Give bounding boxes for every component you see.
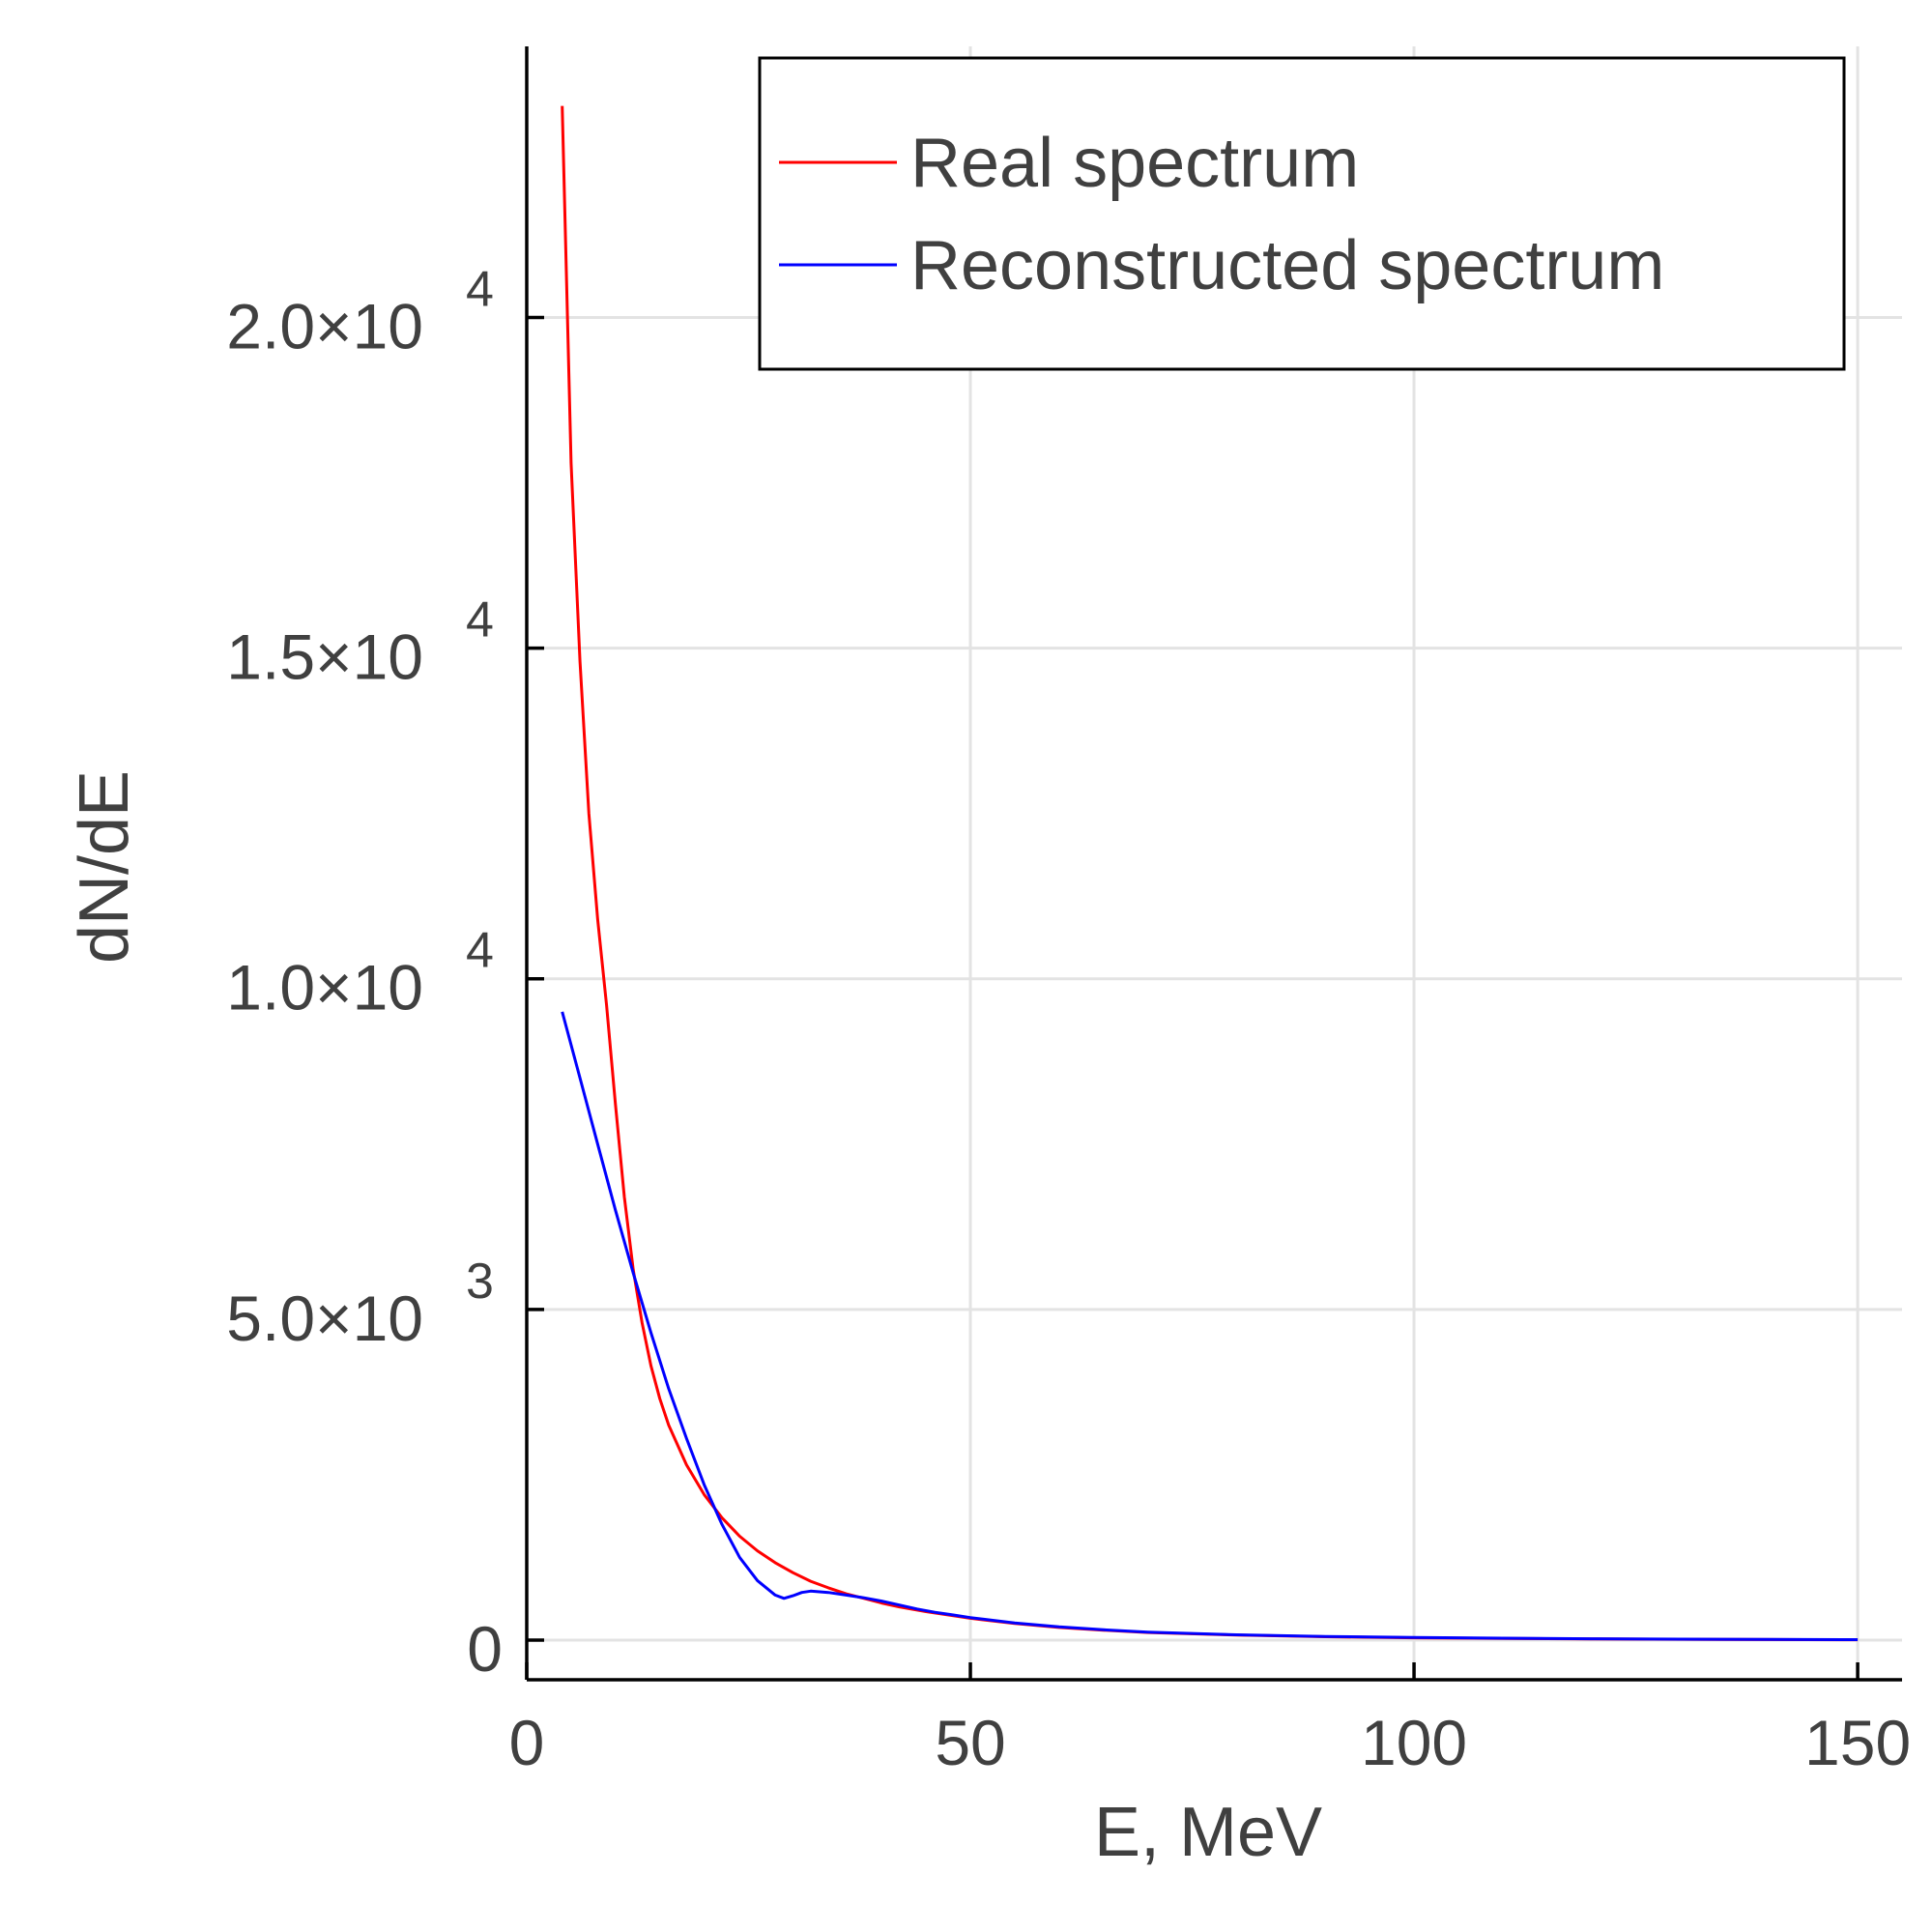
y-axis-label: dN/dE — [66, 770, 143, 964]
legend-label-reconstructed: Reconstructed spectrum — [910, 227, 1664, 304]
y-tick-exponent: 3 — [466, 1254, 494, 1310]
x-axis-label: E, MeV — [1094, 1794, 1322, 1871]
x-tick-label: 0 — [509, 1707, 545, 1778]
x-ticks: 0 50 100 150 — [509, 1662, 1911, 1778]
series-layer — [561, 105, 1859, 1642]
y-tick-label: 5.0×10 — [226, 1283, 423, 1354]
y-tick-label: 1.5×10 — [226, 621, 423, 693]
y-tick-label: 0 — [467, 1613, 503, 1685]
y-tick-exponent: 4 — [466, 262, 494, 318]
legend-box — [758, 56, 1846, 371]
legend: Real spectrum Reconstructed spectrum — [758, 56, 1846, 371]
y-tick-exponent: 4 — [466, 923, 494, 979]
x-tick-label: 150 — [1804, 1707, 1911, 1778]
x-tick-label: 50 — [935, 1707, 1005, 1778]
series-line-reconstructed — [561, 1011, 1859, 1641]
x-tick-label: 100 — [1361, 1707, 1467, 1778]
y-tick-label: 1.0×10 — [226, 952, 423, 1024]
y-tick-exponent: 4 — [466, 592, 494, 649]
legend-label-real: Real spectrum — [910, 125, 1359, 202]
y-ticks: 0 5.0×10 3 1.0×10 4 1.5×10 4 2.0×10 4 — [226, 262, 544, 1685]
y-tick-label: 2.0×10 — [226, 291, 423, 362]
